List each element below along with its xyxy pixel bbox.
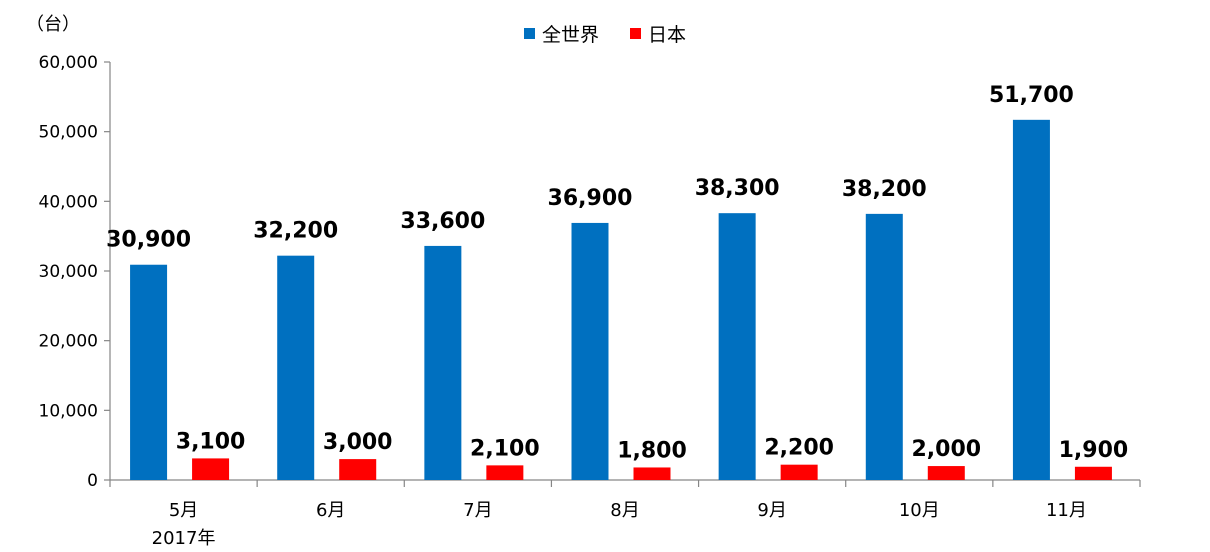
legend-item-japan-swatch <box>630 28 641 39</box>
data-label-world: 33,600 <box>400 209 485 234</box>
bar-japan <box>192 458 230 480</box>
x-category-label: 5月 <box>169 500 198 521</box>
legend-item-japan-label: 日本 <box>648 24 686 46</box>
y-tick-label: 0 <box>87 471 98 491</box>
y-tick-label: 30,000 <box>39 262 98 282</box>
legend-item-world-label: 全世界 <box>542 24 599 46</box>
legend: 全世界 日本 <box>524 24 686 46</box>
y-tick-label: 50,000 <box>39 123 98 143</box>
bar-world <box>424 245 462 480</box>
bar-world <box>277 255 315 480</box>
bar-world <box>865 213 903 480</box>
bar-japan <box>339 459 377 480</box>
bar-world <box>1012 119 1050 480</box>
bar-world <box>130 264 168 480</box>
bars <box>130 119 1112 480</box>
data-label-japan: 3,000 <box>323 430 393 455</box>
x-category-label: 10月 <box>899 500 940 521</box>
data-label-world: 38,200 <box>842 177 927 202</box>
x-category-sublabel: 2017年 <box>152 528 216 549</box>
data-label-japan: 3,100 <box>176 429 246 454</box>
bar-japan <box>780 464 818 480</box>
bar-world <box>718 213 756 480</box>
data-label-world: 32,200 <box>253 219 338 244</box>
legend-item-world-swatch <box>524 28 535 39</box>
y-tick-label: 40,000 <box>39 192 98 212</box>
data-label-world: 38,300 <box>695 176 780 201</box>
bar-japan <box>633 467 671 480</box>
axes: 0 10,000 20,000 30,000 40,000 50,000 60,000 5月 2… <box>39 53 1141 549</box>
x-category-label: 9月 <box>757 500 786 521</box>
bar-world <box>571 222 609 480</box>
data-label-japan: 2,000 <box>911 437 981 462</box>
bar-japan <box>486 465 524 480</box>
data-label-world: 30,900 <box>106 228 191 253</box>
data-labels: 30,900 3,100 32,200 3,000 33,600 2,100 36,900 1… <box>106 83 1128 464</box>
bar-japan <box>927 466 965 480</box>
data-label-japan: 2,200 <box>764 436 834 461</box>
data-label-japan: 2,100 <box>470 436 540 461</box>
y-tick-label: 10,000 <box>39 401 98 421</box>
y-tick-label: 60,000 <box>39 53 98 73</box>
y-tick-label: 20,000 <box>39 332 98 352</box>
data-label-world: 36,900 <box>548 186 633 211</box>
data-label-japan: 1,800 <box>617 438 687 463</box>
x-category-label: 7月 <box>463 500 492 521</box>
x-category-label: 8月 <box>610 500 639 521</box>
x-category-label: 6月 <box>316 500 345 521</box>
bar-japan <box>1074 466 1112 480</box>
y-axis-unit-label: （台） <box>26 14 80 35</box>
data-label-world: 51,700 <box>989 83 1074 108</box>
x-category-label: 11月 <box>1046 500 1087 521</box>
data-label-japan: 1,900 <box>1059 438 1129 463</box>
